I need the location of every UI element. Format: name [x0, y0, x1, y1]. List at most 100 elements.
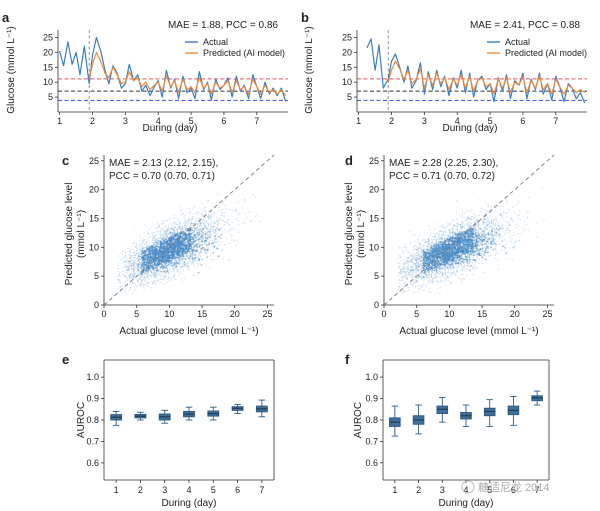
scatter-point	[135, 262, 137, 265]
scatter-point	[418, 275, 420, 277]
scatter-point	[193, 253, 196, 255]
scatter-point	[178, 222, 180, 224]
scatter-point	[518, 210, 520, 212]
scatter-point	[191, 236, 194, 238]
scatter-point	[182, 263, 185, 265]
scatter-point	[162, 229, 165, 231]
scatter-point	[404, 244, 406, 246]
scatter-point	[130, 270, 132, 272]
scatter-point	[175, 266, 177, 268]
scatter-point	[205, 206, 207, 209]
scatter-point	[186, 245, 189, 248]
scatter-point	[173, 257, 176, 260]
scatter-point	[156, 237, 158, 240]
scatter-point	[224, 244, 226, 246]
scatter-point	[437, 268, 439, 270]
scatter-point	[199, 248, 201, 250]
scatter-point	[192, 241, 195, 243]
scatter-point	[185, 253, 187, 255]
scatter-point	[196, 234, 198, 236]
scatter-point	[442, 233, 444, 235]
scatter-point	[485, 243, 487, 246]
scatter-point	[146, 233, 149, 235]
scatter-point	[231, 227, 233, 229]
scatter-point	[140, 244, 142, 246]
scatter-point	[137, 265, 139, 268]
scatter-point	[164, 264, 166, 267]
scatter-point	[200, 249, 202, 251]
scatter-point	[172, 232, 174, 234]
scatter-point	[152, 281, 154, 283]
scatter-point	[130, 273, 132, 276]
scatter-point	[138, 254, 140, 256]
scatter-point	[213, 228, 215, 230]
scatter-point	[154, 282, 157, 284]
scatter-point	[425, 247, 427, 249]
scatter-point	[153, 237, 156, 239]
scatter-point	[408, 289, 410, 291]
scatter-point	[199, 251, 202, 253]
scatter-point	[141, 279, 143, 282]
scatter-point	[480, 207, 482, 210]
scatter-point	[154, 267, 156, 270]
scatter-point	[421, 248, 424, 251]
scatter-point	[130, 260, 133, 262]
scatter-point	[181, 255, 183, 258]
scatter-point	[183, 244, 186, 247]
scatter-point	[198, 214, 200, 216]
scatter-point	[131, 255, 133, 257]
scatter-point	[417, 250, 419, 253]
scatter-point	[446, 266, 449, 269]
panel-d-x-tick-label: 10	[444, 309, 454, 319]
scatter-point	[214, 232, 217, 234]
scatter-point	[510, 236, 512, 239]
scatter-point	[203, 254, 205, 256]
scatter-point	[190, 237, 193, 239]
scatter-point	[213, 236, 216, 238]
scatter-point	[196, 245, 199, 248]
scatter-point	[195, 228, 197, 230]
scatter-point	[223, 223, 225, 226]
scatter-point	[187, 265, 190, 267]
scatter-point	[419, 288, 421, 290]
panel-c-x-tick-label: 0	[101, 309, 106, 319]
panel-c-annotation-mae: MAE = 2.13 (2.12, 2.15),	[109, 158, 218, 169]
scatter-point	[487, 240, 489, 242]
scatter-point	[214, 229, 217, 231]
panel-b-y-tick-label: 15	[342, 62, 352, 72]
scatter-point	[463, 225, 466, 227]
scatter-point	[192, 274, 195, 277]
scatter-point	[125, 262, 127, 264]
scatter-point	[171, 257, 174, 260]
scatter-point	[171, 227, 173, 229]
scatter-point	[201, 247, 204, 249]
scatter-point	[162, 238, 164, 240]
scatter-point	[215, 241, 217, 243]
scatter-point	[211, 221, 213, 223]
scatter-point	[139, 237, 141, 239]
scatter-point	[175, 261, 178, 264]
scatter-point	[148, 244, 151, 246]
scatter-point	[170, 278, 173, 281]
scatter-point	[165, 260, 168, 263]
scatter-point	[478, 258, 480, 260]
scatter-point	[432, 243, 434, 245]
scatter-point	[516, 203, 518, 206]
scatter-point	[201, 229, 204, 231]
scatter-point	[174, 262, 176, 265]
scatter-point	[186, 256, 188, 258]
scatter-point	[140, 282, 142, 285]
scatter-point	[176, 270, 178, 272]
scatter-point	[150, 286, 152, 289]
scatter-point	[132, 264, 134, 266]
scatter-point	[130, 276, 133, 279]
scatter-point	[203, 232, 205, 234]
scatter-point	[181, 266, 183, 268]
scatter-point	[194, 227, 196, 229]
scatter-point	[194, 239, 196, 242]
scatter-point	[143, 283, 145, 285]
scatter-point	[152, 242, 154, 244]
scatter-point	[159, 234, 161, 237]
scatter-point	[432, 274, 435, 277]
scatter-point	[138, 246, 141, 248]
